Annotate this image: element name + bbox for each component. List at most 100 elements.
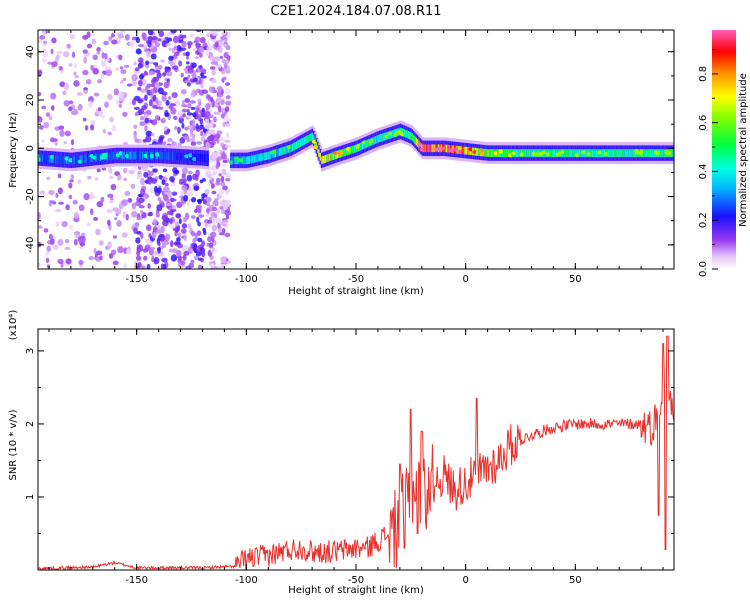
ridge-core [491,149,495,157]
noise-speck [224,200,231,208]
ridge-core [594,149,598,157]
ridge-core [628,149,632,157]
noise-speck [69,179,74,183]
noise-speck [83,193,90,201]
ridge-spot [542,150,548,155]
ridge-core [261,153,265,161]
ridge-spot [453,147,459,152]
ridge-core [57,155,61,164]
noise-speck [219,181,226,186]
noise-speck [211,178,215,183]
noise-speck [153,62,159,66]
ridge-core [527,149,530,157]
ridge-core [302,137,305,146]
noise-speck [205,196,212,203]
noise-speck [178,257,182,261]
noise-speck [74,75,79,79]
noise-speck [167,138,173,142]
ridge-core [191,153,195,162]
noise-speck [89,208,94,216]
noise-speck [211,216,219,223]
ridge-core [148,151,151,160]
noise-speck [224,51,229,58]
noise-speck [181,185,188,191]
noise-speck [210,119,214,127]
ridge-spot [388,131,394,136]
ridge-core [627,149,630,157]
ridge-core [164,151,167,160]
noise-speck [220,99,225,106]
ridge-core [85,154,88,163]
noise-speck [165,43,171,47]
noise-speck [215,162,220,170]
noise-speck [138,197,145,204]
noise-speck [211,30,218,37]
ridge-core [306,135,309,144]
ridge-core [248,156,251,164]
noise-speck [111,249,117,256]
noise-speck [38,225,43,229]
ridge-core [497,149,500,157]
ridge-core [602,149,605,157]
ridge-core [618,149,621,157]
noise-speck [118,202,124,210]
noise-speck [199,179,204,184]
ridge-core [260,153,263,162]
ridge-core [349,146,353,155]
colorbar-gradient [712,30,736,269]
ridge-core [249,155,253,164]
noise-speck [145,50,151,58]
spectrogram-ticks: -150 -100 -50 0 50 -40 -20 0 20 40 [25,30,674,285]
noise-speck [152,168,158,173]
noise-speck [149,83,156,88]
ridge-spot [519,152,525,157]
ridge-core [423,144,426,153]
noise-speck [214,56,221,62]
noise-speck [156,204,163,212]
noise-speck [179,47,187,51]
ridge-core [378,134,382,143]
noise-speck [55,208,62,213]
noise-speck [58,66,64,71]
x-tick-label: 0 [462,575,468,586]
noise-speck [148,70,155,76]
noise-speck [214,61,219,66]
ridge-core [76,155,79,164]
snr-line-group [38,335,674,570]
ridge-core [343,148,346,157]
noise-speck [208,242,214,249]
noise-speck [93,92,100,97]
noise-speck [195,252,202,257]
noise-speck [52,244,59,250]
noise-speck [173,45,178,51]
ridge-core [382,133,386,141]
ridge-core [202,154,205,162]
noise-speck [135,48,142,55]
noise-speck [53,138,58,142]
noise-speck [123,64,130,68]
noise-speck [97,79,103,84]
noise-speck [225,100,232,106]
ridge-spot [143,153,149,158]
noise-speck [123,262,128,269]
noise-speck [216,64,222,69]
noise-speck [38,92,42,97]
ridge-core [190,153,194,162]
noise-speck [226,31,231,39]
noise-speck [161,190,166,196]
ridge-core [269,151,272,159]
noise-speck [178,110,184,116]
noise-speck [165,202,171,207]
ridge-core [280,147,283,156]
noise-speck [135,237,141,244]
ridge-core [130,151,133,160]
noise-speck [184,79,191,84]
noise-speck [48,190,55,196]
noise-speck [137,262,142,268]
noise-speck [58,201,64,205]
noise-speck [187,170,193,175]
ridge-core [43,154,46,163]
noise-speck [100,196,105,203]
noise-speck [171,222,175,229]
noise-speck [118,54,123,61]
